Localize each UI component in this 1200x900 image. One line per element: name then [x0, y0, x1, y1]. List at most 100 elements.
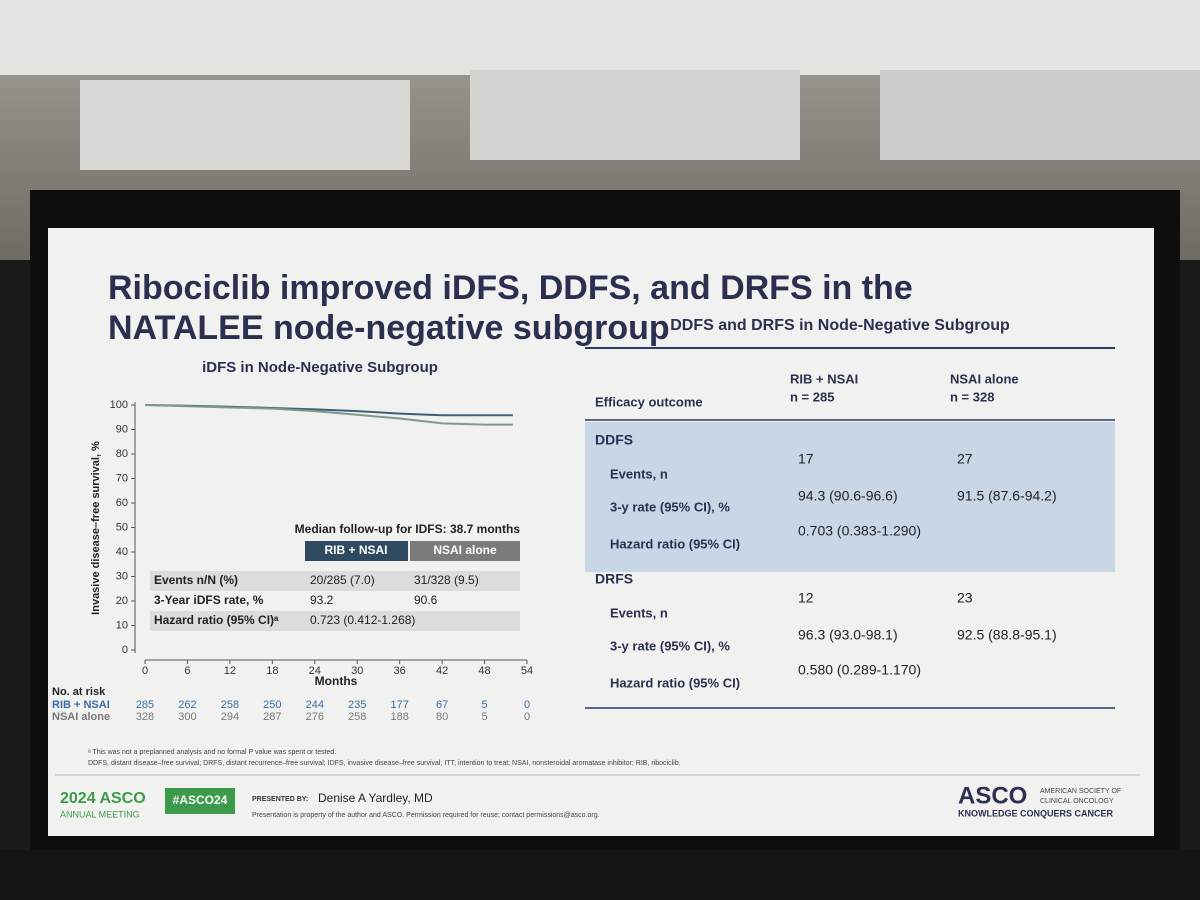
cell: 94.3 (90.6-96.6): [798, 488, 898, 504]
ceiling-panel: [80, 80, 410, 170]
risk-value: 5: [481, 699, 487, 711]
risk-value: 276: [306, 711, 324, 723]
risk-label: NSAI alone: [52, 711, 110, 723]
y-tick-label: 40: [116, 546, 128, 558]
inset-row-label: 3-Year iDFS rate, %: [154, 593, 264, 607]
risk-value: 294: [221, 711, 239, 723]
footnote: DDFS, distant disease–free survival; DRF…: [88, 760, 681, 767]
tagline: KNOWLEDGE CONQUERS CANCER: [958, 808, 1114, 818]
row-label: Hazard ratio (95% CI): [610, 536, 740, 551]
table-head: n = 285: [790, 389, 834, 404]
cell: 92.5 (88.8-95.1): [957, 627, 1057, 643]
inset-cell: 90.6: [414, 593, 438, 607]
row-label: Hazard ratio (95% CI): [610, 675, 740, 690]
row-label: Events, n: [610, 466, 668, 481]
risk-value: 244: [306, 699, 324, 711]
inset-row-label: Events n/N (%): [154, 573, 238, 587]
risk-value: 67: [436, 699, 448, 711]
y-tick-label: 50: [116, 521, 128, 533]
y-tick-label: 100: [110, 399, 128, 411]
risk-value: 258: [348, 711, 366, 723]
inset-row: [150, 571, 520, 591]
presenter: Denise A Yardley, MD: [318, 791, 433, 805]
x-tick-label: 24: [309, 665, 321, 677]
ceiling-panel: [880, 70, 1200, 160]
cell: 91.5 (87.6-94.2): [957, 488, 1057, 504]
y-tick-label: 20: [116, 595, 128, 607]
org: AMERICAN SOCIETY OF: [1040, 788, 1121, 795]
notice: Presentation is property of the author a…: [252, 812, 600, 819]
y-tick-label: 70: [116, 472, 128, 484]
ddfs-shade: [585, 422, 1115, 572]
meeting-sub: ANNUAL MEETING: [60, 809, 140, 819]
x-tick-label: 6: [184, 665, 190, 677]
chart-title: iDFS in Node-Negative Subgroup: [202, 359, 438, 376]
footnote: ᵃ This was not a preplanned analysis and…: [88, 749, 336, 756]
x-tick-label: 0: [142, 665, 148, 677]
cell: 12: [798, 590, 814, 606]
table-head: RIB + NSAI: [790, 371, 858, 386]
inset-cell: 0.723 (0.412-1.268): [310, 613, 415, 627]
risk-value: 5: [481, 711, 487, 723]
risk-value: 0: [524, 711, 530, 723]
y-tick-label: 0: [122, 644, 128, 656]
floor: [0, 850, 1200, 900]
risk-value: 285: [136, 699, 154, 711]
inset-col: NSAI alone: [433, 543, 497, 557]
cell: 27: [957, 451, 973, 467]
inset-title: Median follow-up for IDFS: 38.7 months: [295, 522, 521, 536]
x-tick-label: 36: [394, 665, 406, 677]
x-tick-label: 42: [436, 665, 448, 677]
section-name: DDFS: [595, 432, 633, 448]
cell: 96.3 (93.0-98.1): [798, 627, 898, 643]
inset-cell: 20/285 (7.0): [310, 573, 375, 587]
y-tick-label: 60: [116, 497, 128, 509]
cell: 23: [957, 590, 973, 606]
risk-title: No. at risk: [52, 686, 106, 698]
inset-cell: 31/328 (9.5): [414, 573, 479, 587]
risk-value: 188: [390, 711, 408, 723]
risk-value: 0: [524, 699, 530, 711]
meeting: 2024 ASCO: [60, 790, 146, 807]
cell: 0.703 (0.383-1.290): [798, 523, 921, 539]
risk-value: 262: [178, 699, 196, 711]
cell: 0.580 (0.289-1.170): [798, 662, 921, 678]
org: CLINICAL ONCOLOGY: [1040, 798, 1114, 805]
x-tick-label: 18: [266, 665, 278, 677]
y-tick-label: 10: [116, 619, 128, 631]
presented-by: PRESENTED BY:: [252, 796, 308, 803]
table-title: DDFS and DRFS in Node-Negative Subgroup: [670, 317, 1010, 334]
y-tick-label: 90: [116, 423, 128, 435]
row-label: Events, n: [610, 605, 668, 620]
cell: 17: [798, 451, 814, 467]
risk-value: 258: [221, 699, 239, 711]
inset-cell: 93.2: [310, 593, 334, 607]
ceiling-panel: [0, 0, 1200, 75]
inset-row: [150, 611, 520, 631]
risk-value: 287: [263, 711, 281, 723]
table-head: Efficacy outcome: [595, 394, 703, 409]
y-axis-label: Invasive disease–free survival, %: [90, 441, 102, 615]
x-tick-label: 54: [521, 665, 533, 677]
y-tick-label: 30: [116, 570, 128, 582]
risk-value: 328: [136, 711, 154, 723]
x-tick-label: 48: [478, 665, 490, 677]
y-tick-label: 80: [116, 448, 128, 460]
table-head: NSAI alone: [950, 371, 1019, 386]
x-tick-label: 30: [351, 665, 363, 677]
x-tick-label: 12: [224, 665, 236, 677]
inset-row-label: Hazard ratio (95% CI)ᵃ: [154, 613, 279, 627]
logo: ASCO: [958, 782, 1027, 809]
risk-value: 177: [390, 699, 408, 711]
table-head: n = 328: [950, 389, 994, 404]
risk-value: 80: [436, 711, 448, 723]
ceiling-panel: [470, 70, 800, 160]
risk-value: 250: [263, 699, 281, 711]
row-label: 3-y rate (95% CI), %: [610, 638, 730, 653]
row-label: 3-y rate (95% CI), %: [610, 499, 730, 514]
section-name: DRFS: [595, 571, 633, 587]
inset-head: [305, 541, 408, 561]
risk-value: 300: [178, 711, 196, 723]
